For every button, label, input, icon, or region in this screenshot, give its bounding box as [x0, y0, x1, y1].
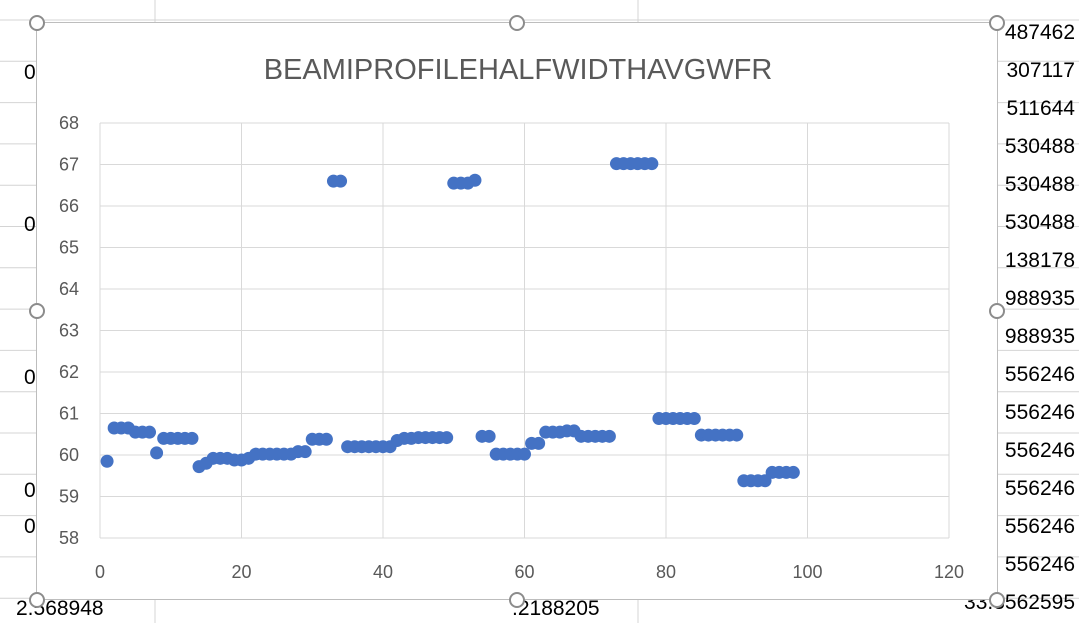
- data-point[interactable]: [100, 454, 114, 468]
- data-point[interactable]: [645, 157, 659, 171]
- x-tick-label: 100: [792, 562, 822, 582]
- resize-handle-middle-left[interactable]: [29, 303, 45, 319]
- resize-handle-bottom-left[interactable]: [29, 592, 45, 608]
- y-tick-label: 67: [59, 155, 79, 175]
- y-tick-label: 62: [59, 362, 79, 382]
- scatter-chart: BEAMIPROFILEHALFWIDTHAVGWFR 58 59 60 61 62 63…: [59, 54, 964, 582]
- cell-right-11[interactable]: 556246: [1004, 439, 1075, 462]
- data-point[interactable]: [532, 436, 546, 450]
- y-tick-label: 59: [59, 487, 79, 507]
- cell-left-2[interactable]: 0: [24, 366, 36, 389]
- data-point[interactable]: [185, 431, 199, 445]
- chart-title: BEAMIPROFILEHALFWIDTHAVGWFR: [264, 54, 773, 86]
- cell-right-3[interactable]: 530488: [1004, 135, 1075, 158]
- x-tick-label: 20: [231, 562, 251, 582]
- cell-right-8[interactable]: 988935: [1004, 325, 1075, 348]
- cell-left-3[interactable]: 0: [24, 479, 36, 502]
- resize-handle-top-center[interactable]: [509, 15, 525, 31]
- cell-bottom-mid[interactable]: .2188205: [512, 597, 600, 620]
- cell-right-14[interactable]: 556246: [1004, 553, 1075, 576]
- data-point[interactable]: [150, 446, 164, 460]
- data-point[interactable]: [440, 431, 454, 445]
- resize-handle-middle-right[interactable]: [989, 303, 1005, 319]
- cell-right-5[interactable]: 530488: [1004, 211, 1075, 234]
- cell-right-9[interactable]: 556246: [1004, 363, 1075, 386]
- y-tick-label: 68: [59, 113, 79, 133]
- y-tick-label: 64: [59, 279, 79, 299]
- resize-handle-bottom-right[interactable]: [989, 592, 1005, 608]
- data-point[interactable]: [786, 465, 800, 479]
- gridlines: [99, 122, 950, 539]
- cell-right-6[interactable]: 138178: [1004, 249, 1075, 272]
- y-tick-label: 58: [59, 528, 79, 548]
- chart-area[interactable]: BEAMIPROFILEHALFWIDTHAVGWFR 58 59 60 61 62 63…: [36, 22, 998, 600]
- cell-right-0[interactable]: 487462: [1004, 21, 1075, 44]
- y-tick-label: 60: [59, 445, 79, 465]
- cell-left-0[interactable]: 0: [24, 61, 36, 84]
- x-tick-label: 80: [656, 562, 676, 582]
- data-point[interactable]: [687, 411, 701, 425]
- cell-right-1[interactable]: 307117: [1006, 59, 1075, 82]
- cell-left-1[interactable]: 0: [24, 213, 36, 236]
- data-point[interactable]: [602, 429, 616, 443]
- data-point[interactable]: [730, 428, 744, 442]
- x-tick-label: 0: [95, 562, 105, 582]
- x-tick-label: 40: [373, 562, 393, 582]
- y-tick-label: 63: [59, 321, 79, 341]
- resize-handle-top-left[interactable]: [29, 15, 45, 31]
- y-tick-label: 66: [59, 196, 79, 216]
- data-point[interactable]: [482, 429, 496, 443]
- y-tick-label: 61: [59, 404, 79, 424]
- cell-right-7[interactable]: 988935: [1004, 287, 1075, 310]
- cell-right-2[interactable]: 511644: [1006, 97, 1075, 120]
- data-points: [100, 157, 800, 488]
- cell-right-13[interactable]: 556246: [1004, 515, 1075, 538]
- cell-right-4[interactable]: 530488: [1004, 173, 1075, 196]
- data-point[interactable]: [143, 425, 157, 439]
- x-tick-label: 60: [514, 562, 534, 582]
- data-point[interactable]: [298, 445, 312, 459]
- resize-handle-bottom-center[interactable]: [509, 592, 525, 608]
- cell-right-12[interactable]: 556246: [1004, 477, 1075, 500]
- cell-right-10[interactable]: 556246: [1004, 401, 1075, 424]
- y-tick-label: 65: [59, 238, 79, 258]
- tick-labels: 58 59 60 61 62 63 64 65 66 67 68 0 20 40 60 80 100 120: [59, 113, 964, 582]
- resize-handle-top-right[interactable]: [989, 15, 1005, 31]
- data-point[interactable]: [319, 432, 333, 446]
- cell-left-4[interactable]: 0: [24, 515, 36, 538]
- data-point[interactable]: [518, 447, 531, 461]
- data-point[interactable]: [468, 173, 482, 187]
- x-tick-label: 120: [934, 562, 964, 582]
- data-point[interactable]: [334, 174, 348, 188]
